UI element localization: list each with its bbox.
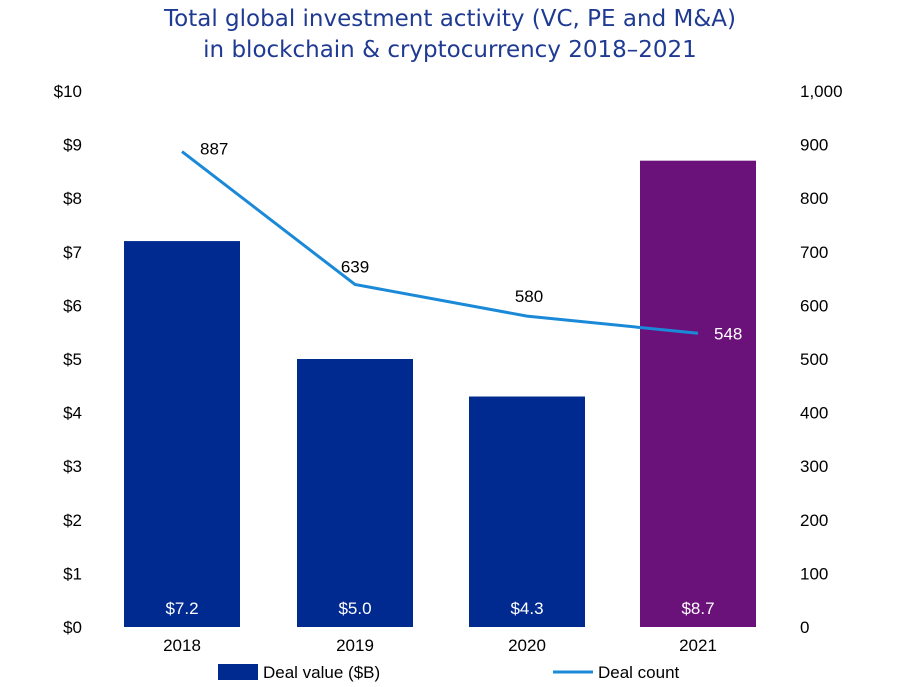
legend-label-deal-value: Deal value ($B) xyxy=(263,663,380,682)
right-axis-tick-label: 300 xyxy=(800,457,828,476)
bar-2019 xyxy=(297,359,413,627)
right-axis-tick-label: 900 xyxy=(800,136,828,155)
x-axis-category-label: 2020 xyxy=(508,636,546,655)
left-axis-tick-label: $5 xyxy=(63,350,82,369)
left-axis-tick-label: $8 xyxy=(63,189,82,208)
chart-title-line-1: Total global investment activity (VC, PE… xyxy=(164,6,736,32)
chart-title: Total global investment activity (VC, PE… xyxy=(0,4,900,66)
deal-count-point-label: 639 xyxy=(341,257,369,276)
bars: $7.2 $5.0 $4.3 $8.7 xyxy=(124,160,756,627)
deal-count-point-label: 580 xyxy=(515,287,543,306)
bar-value-label: $5.0 xyxy=(338,599,371,618)
x-axis: 2018 2019 2020 2021 xyxy=(163,636,717,655)
left-axis-tick-label: $1 xyxy=(63,564,82,583)
right-axis-tick-label: 500 xyxy=(800,350,828,369)
bar-value-label: $4.3 xyxy=(510,599,543,618)
right-axis-tick-label: 700 xyxy=(800,243,828,262)
right-axis-tick-label: 200 xyxy=(800,511,828,530)
x-axis-category-label: 2021 xyxy=(679,636,717,655)
right-axis-tick-label: 600 xyxy=(800,296,828,315)
right-axis-tick-label: 400 xyxy=(800,404,828,423)
x-axis-category-label: 2019 xyxy=(336,636,374,655)
bar-2018 xyxy=(124,241,240,627)
deal-count-line-group: 887 639 580 548 xyxy=(181,140,742,343)
bar-2021 xyxy=(640,160,756,627)
left-axis-tick-label: $3 xyxy=(63,457,82,476)
legend-label-deal-count: Deal count xyxy=(598,663,680,682)
left-axis-tick-label: $4 xyxy=(63,404,82,423)
legend-swatch-deal-value xyxy=(218,664,258,680)
left-axis: $0 $1 $2 $3 $4 $5 $6 $7 $8 $9 $10 xyxy=(54,82,82,637)
bar-value-label: $8.7 xyxy=(681,599,714,618)
right-axis-tick-label: 1,000 xyxy=(800,82,843,101)
right-axis-tick-label: 100 xyxy=(800,564,828,583)
right-axis-tick-label: 800 xyxy=(800,189,828,208)
legend: Deal value ($B) Deal count xyxy=(218,663,680,682)
right-axis-tick-label: 0 xyxy=(800,618,809,637)
bar-2020 xyxy=(469,396,585,627)
left-axis-tick-label: $0 xyxy=(63,618,82,637)
deal-count-point-label: 548 xyxy=(714,324,742,343)
left-axis-tick-label: $2 xyxy=(63,511,82,530)
left-axis-tick-label: $7 xyxy=(63,243,82,262)
left-axis-tick-label: $9 xyxy=(63,136,82,155)
chart-title-line-2: in blockchain & cryptocurrency 2018–2021 xyxy=(203,37,697,63)
bar-value-label: $7.2 xyxy=(165,599,198,618)
left-axis-tick-label: $6 xyxy=(63,296,82,315)
deal-count-point-label: 887 xyxy=(200,140,228,159)
deal-count-line xyxy=(181,150,699,335)
x-axis-category-label: 2018 xyxy=(163,636,201,655)
left-axis-tick-label: $10 xyxy=(54,82,82,101)
right-axis: 0 100 200 300 400 500 600 700 800 900 1,000 xyxy=(800,82,843,637)
